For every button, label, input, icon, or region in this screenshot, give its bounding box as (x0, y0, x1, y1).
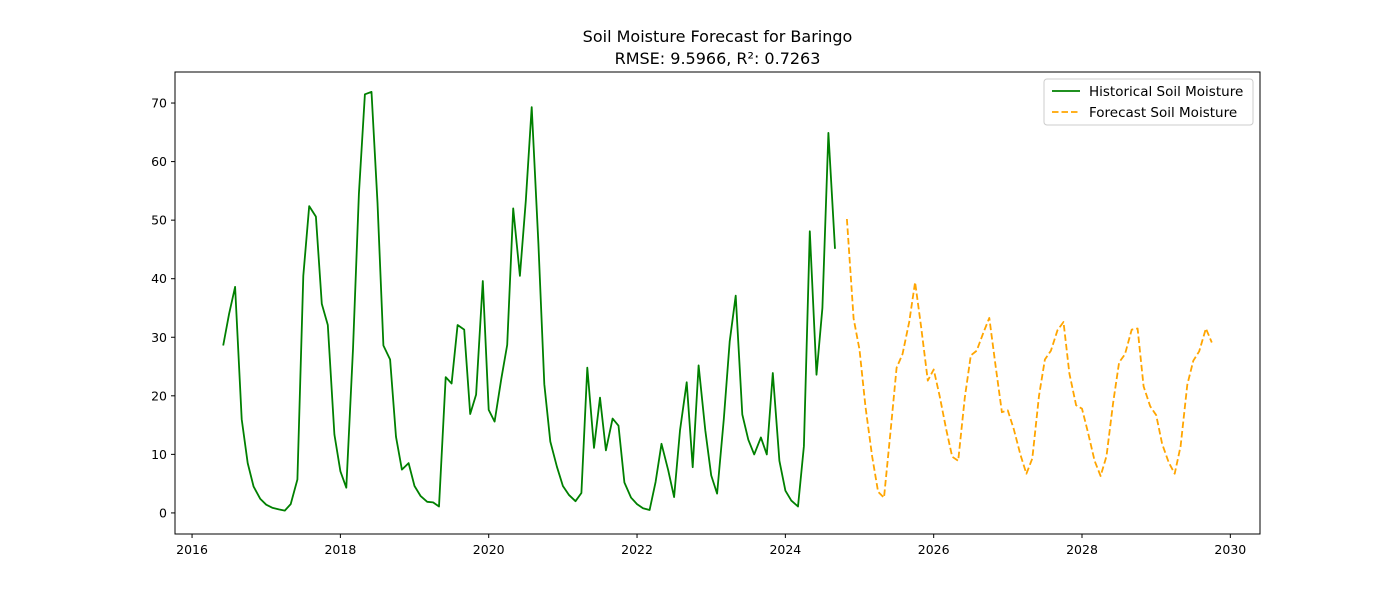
series-line-0 (222, 91, 836, 512)
x-tick-label: 2026 (918, 542, 950, 557)
chart-subtitle: RMSE: 9.5966, R²: 0.7263 (615, 49, 821, 68)
legend-box (1043, 78, 1254, 126)
y-tick-label: 30 (151, 330, 167, 345)
y-tick-label: 70 (151, 96, 167, 111)
x-tick-label: 2028 (1066, 542, 1098, 557)
y-tick-label: 50 (151, 213, 167, 228)
series-line-1 (846, 218, 1213, 499)
legend: Historical Soil Moisture Forecast Soil Mo… (1043, 78, 1254, 126)
axes-frame (174, 71, 1261, 535)
x-tick-label: 2016 (176, 542, 208, 557)
x-tick-label: 2022 (621, 542, 653, 557)
y-tick-label: 40 (151, 271, 167, 286)
x-tick-label: 2020 (473, 542, 505, 557)
x-tick-label: 2024 (769, 542, 801, 557)
y-tick-label: 20 (151, 388, 167, 403)
legend-label-1: Forecast Soil Moisture (1089, 105, 1237, 121)
y-tick-label: 0 (159, 505, 167, 520)
y-tick-label: 10 (151, 447, 167, 462)
x-tick-label: 2018 (324, 542, 356, 557)
axes: 2016 2018 2020 2022 2024 2026 2028 203001020304… (151, 71, 1261, 557)
legend-label-0: Historical Soil Moisture (1089, 84, 1243, 100)
x-tick-label: 2030 (1214, 542, 1246, 557)
plot-area (222, 91, 1213, 512)
y-tick-label: 60 (151, 154, 167, 169)
chart-title: Soil Moisture Forecast for Baringo (583, 27, 853, 46)
